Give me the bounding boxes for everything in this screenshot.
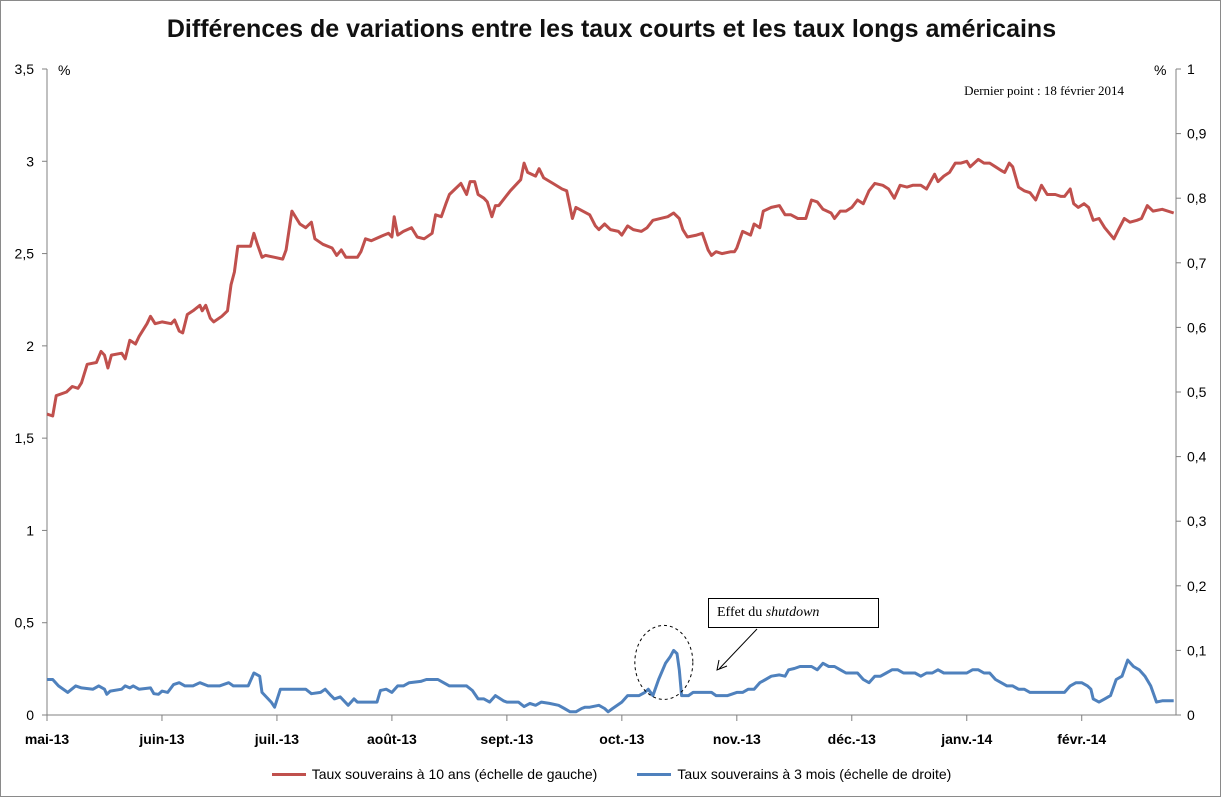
x-tick-label: nov.-13 xyxy=(713,731,761,747)
last-point-note: Dernier point : 18 février 2014 xyxy=(964,83,1124,98)
annotation-arrow-line xyxy=(718,628,758,670)
y-right-tick-label: 0,9 xyxy=(1187,126,1207,142)
y-left-tick-label: 0,5 xyxy=(15,615,35,631)
annotation-ellipse xyxy=(634,624,694,700)
y-right-tick-label: 0,1 xyxy=(1187,642,1207,658)
y-left-tick-label: 2 xyxy=(26,338,34,354)
y-right-tick-label: 0,4 xyxy=(1187,449,1207,465)
y-left-tick-label: 3 xyxy=(26,153,34,169)
y-left-tick-label: 1,5 xyxy=(15,430,35,446)
legend-item-3m: Taux souverains à 3 mois (échelle de dro… xyxy=(637,763,951,785)
y-left-tick-label: 0 xyxy=(26,707,34,723)
legend-item-10y: Taux souverains à 10 ans (échelle de gau… xyxy=(271,763,598,785)
y-left-unit: % xyxy=(58,62,70,78)
y-right-tick-label: 1 xyxy=(1187,61,1195,77)
series-line-3m xyxy=(47,648,1174,714)
legend-label-10y: Taux souverains à 10 ans (échelle de gau… xyxy=(311,766,598,782)
y-right-tick-label: 0,7 xyxy=(1187,255,1207,271)
axes: 0 0,5 1 1,5 2 2,5 3 3,5 0 0,1 0,2 0,3 0,4 0,5 0,6 0,7 0,… xyxy=(15,61,1207,747)
series-line-10y xyxy=(46,157,1175,418)
legend-swatch-3m xyxy=(637,772,672,776)
y-right-tick-label: 0,5 xyxy=(1187,384,1207,400)
x-tick-label: mai-13 xyxy=(25,731,70,747)
x-tick-label: févr.-14 xyxy=(1057,731,1106,747)
annotation-arrow-head xyxy=(716,659,728,671)
annotation-layer xyxy=(634,624,758,700)
legend: Taux souverains à 10 ans (échelle de gau… xyxy=(0,763,1223,785)
x-tick-label: janv.-14 xyxy=(940,731,992,747)
x-tick-label: oct.-13 xyxy=(599,731,644,747)
annotation-text-prefix: Effet du xyxy=(717,605,766,620)
y-right-tick-label: 0 xyxy=(1187,707,1195,723)
y-right-tick-label: 0,6 xyxy=(1187,319,1207,335)
x-tick-label: août-13 xyxy=(367,731,417,747)
legend-label-3m: Taux souverains à 3 mois (échelle de dro… xyxy=(677,766,952,782)
y-left-tick-label: 3,5 xyxy=(15,61,35,77)
series-layer xyxy=(46,157,1175,714)
y-right-unit: % xyxy=(1154,62,1166,78)
y-left-tick-label: 1 xyxy=(26,522,34,538)
annotation-text-italic: shutdown xyxy=(765,605,820,620)
legend-swatch-10y xyxy=(271,772,306,776)
x-tick-label: juin-13 xyxy=(138,731,184,747)
x-tick-label: sept.-13 xyxy=(480,731,533,747)
shutdown-annotation: Effet du shutdown xyxy=(708,598,879,628)
y-left-tick-label: 2,5 xyxy=(15,246,35,262)
x-tick-label: déc.-13 xyxy=(828,731,876,747)
y-right-tick-label: 0,2 xyxy=(1187,578,1207,594)
chart-title: Différences de variations entre les taux… xyxy=(166,15,1057,43)
x-tick-label: juil.-13 xyxy=(254,731,300,747)
y-right-tick-label: 0,3 xyxy=(1187,513,1207,529)
y-right-tick-label: 0,8 xyxy=(1187,190,1207,206)
